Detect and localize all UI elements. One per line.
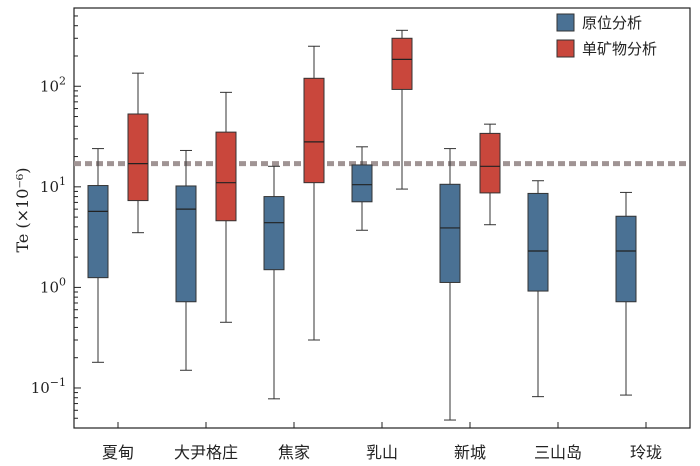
box-body [263, 196, 285, 271]
box-mineral [479, 123, 501, 226]
y-tick-label: 100 [40, 275, 66, 296]
box-in-situ [175, 149, 197, 371]
box-mineral [215, 91, 237, 323]
x-tick-label: 大尹格庄 [174, 443, 238, 462]
box-body [479, 132, 501, 194]
box-body [127, 113, 149, 202]
x-tick-label: 玲珑 [630, 443, 662, 462]
y-tick-label: 10−1 [31, 376, 66, 397]
box-in-situ [351, 146, 373, 231]
box-in-situ [263, 165, 285, 400]
box-body [615, 215, 637, 303]
box-in-situ [527, 180, 549, 398]
box-body [527, 192, 549, 292]
legend-label: 原位分析 [582, 14, 642, 32]
y-tick-label: 101 [40, 175, 66, 196]
box-in-situ [439, 148, 461, 421]
box-mineral [303, 45, 325, 341]
box-body [439, 183, 461, 283]
box-mineral [391, 29, 413, 190]
x-tick-label: 新城 [454, 443, 486, 462]
x-tick-label: 焦家 [278, 443, 310, 462]
box-body [175, 185, 197, 303]
y-axis-label: Te (×10⁻⁶) [13, 167, 32, 252]
legend-label: 单矿物分析 [582, 40, 657, 58]
x-tick-label: 夏甸 [102, 443, 134, 462]
box-body [303, 77, 325, 184]
box-body [215, 131, 237, 222]
legend-swatch [556, 13, 575, 32]
plot-border [73, 7, 691, 429]
axis-layer: 10−1 100 101 102 夏甸 大尹格庄 焦家 乳山 新城 三山岛 玲珑 [31, 7, 662, 462]
box-body [391, 37, 413, 90]
plot-frame [73, 7, 691, 429]
y-tick-label: 102 [40, 74, 66, 95]
box-mineral [127, 72, 149, 234]
box-layer [87, 29, 637, 421]
box-in-situ [87, 148, 109, 363]
x-tick-label: 乳山 [366, 443, 398, 462]
box-body [87, 185, 109, 279]
legend-swatch [556, 39, 575, 58]
x-tick-label: 三山岛 [534, 443, 582, 462]
box-in-situ [615, 191, 637, 396]
box-body [351, 164, 373, 203]
